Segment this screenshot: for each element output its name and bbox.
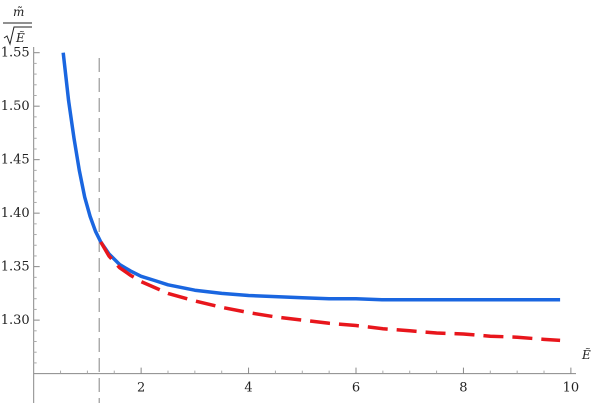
y-tick-label: 1.45 <box>1 153 30 168</box>
x-tick-label: 6 <box>352 381 360 396</box>
y-tick-label: 1.40 <box>1 206 30 221</box>
x-tick-label: 8 <box>459 381 467 396</box>
series-line-1 <box>61 52 561 302</box>
series-group <box>61 52 561 343</box>
x-tick-label: 10 <box>563 381 580 396</box>
x-axis-label: Ẽ <box>581 347 591 362</box>
y-tick-label: 1.30 <box>1 313 30 328</box>
y-axis-label: m̃ Ẽ <box>3 5 32 46</box>
y-axis-label-numerator: m̃ <box>13 5 24 19</box>
sqrt-icon <box>3 26 32 46</box>
y-tick-label: 1.55 <box>1 46 30 61</box>
y-tick-label: 1.35 <box>1 260 30 275</box>
x-tick-label: 4 <box>244 381 252 396</box>
y-axis-label-denominator: Ẽ <box>15 30 25 45</box>
axis-labels: Ẽ m̃ Ẽ <box>3 5 591 362</box>
x-tick-label: 2 <box>137 381 145 396</box>
ticks: 1.30 1.35 1.40 1.45 1.50 1.55 2 4 6 8 10 <box>1 46 579 396</box>
y-tick-label: 1.50 <box>1 99 30 114</box>
axes <box>33 47 576 403</box>
series-line-2 <box>99 241 561 343</box>
